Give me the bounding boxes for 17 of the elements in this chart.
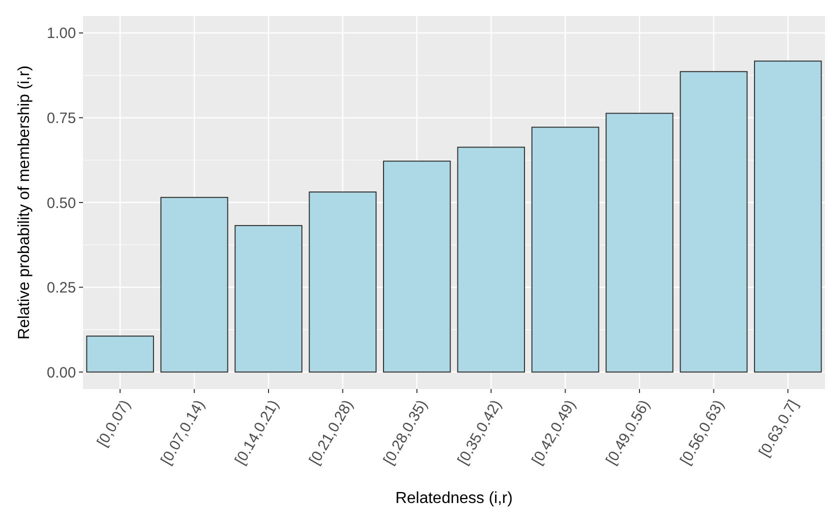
bar: [531, 126, 600, 373]
y-tick-label: 0.50: [46, 194, 76, 212]
bar: [383, 160, 451, 373]
y-tick-label: 0.25: [46, 280, 76, 297]
y-axis-title: Relative probability of membership (i,r): [16, 66, 33, 340]
bar: [86, 336, 154, 373]
x-axis-title: Relatedness (i,r): [395, 490, 513, 507]
y-tick-label: 1.00: [46, 25, 76, 42]
bar: [606, 112, 674, 373]
bar: [457, 146, 525, 373]
bar: [308, 191, 377, 373]
bar: [680, 71, 748, 373]
y-tick-label: 0.75: [46, 110, 76, 127]
bar: [160, 196, 228, 373]
bar: [754, 60, 822, 373]
bar: [234, 225, 302, 373]
y-tick-label: 0.00: [46, 364, 76, 382]
